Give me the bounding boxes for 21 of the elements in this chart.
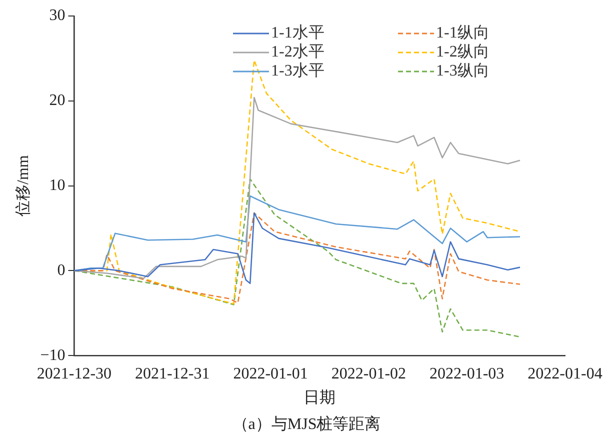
- legend-label: 1-1纵向: [436, 24, 490, 42]
- x-tick-label: 2022-01-03: [430, 365, 504, 382]
- legend-label: 1-2纵向: [436, 44, 490, 61]
- x-tick-label: 2022-01-02: [331, 365, 406, 382]
- legend-label: 1-3纵向: [436, 62, 490, 80]
- y-tick-label: 30: [49, 7, 66, 24]
- legend-label: 1-2水平: [271, 42, 324, 61]
- legend-label: 1-1水平: [271, 24, 324, 42]
- y-tick-label: 20: [49, 92, 66, 110]
- text: （a）与MJS桩等距离: [231, 414, 382, 435]
- x-tick-label: 2022-01-04: [528, 365, 602, 382]
- line-series: [74, 178, 521, 338]
- x-tick-label: 2021-12-30: [36, 365, 112, 382]
- legend-label: 1-3水平: [271, 62, 324, 80]
- x-axis-title: 日期: [304, 388, 336, 407]
- x-tick-label: 2021-12-31: [135, 365, 210, 382]
- y-tick-label: 10: [49, 177, 66, 194]
- y-tick-label: 0: [57, 262, 66, 279]
- y-axis-title: 位移/mm: [14, 154, 32, 216]
- x-tick-label: 2022-01-01: [233, 365, 308, 382]
- y-tick-label: −10: [40, 346, 66, 364]
